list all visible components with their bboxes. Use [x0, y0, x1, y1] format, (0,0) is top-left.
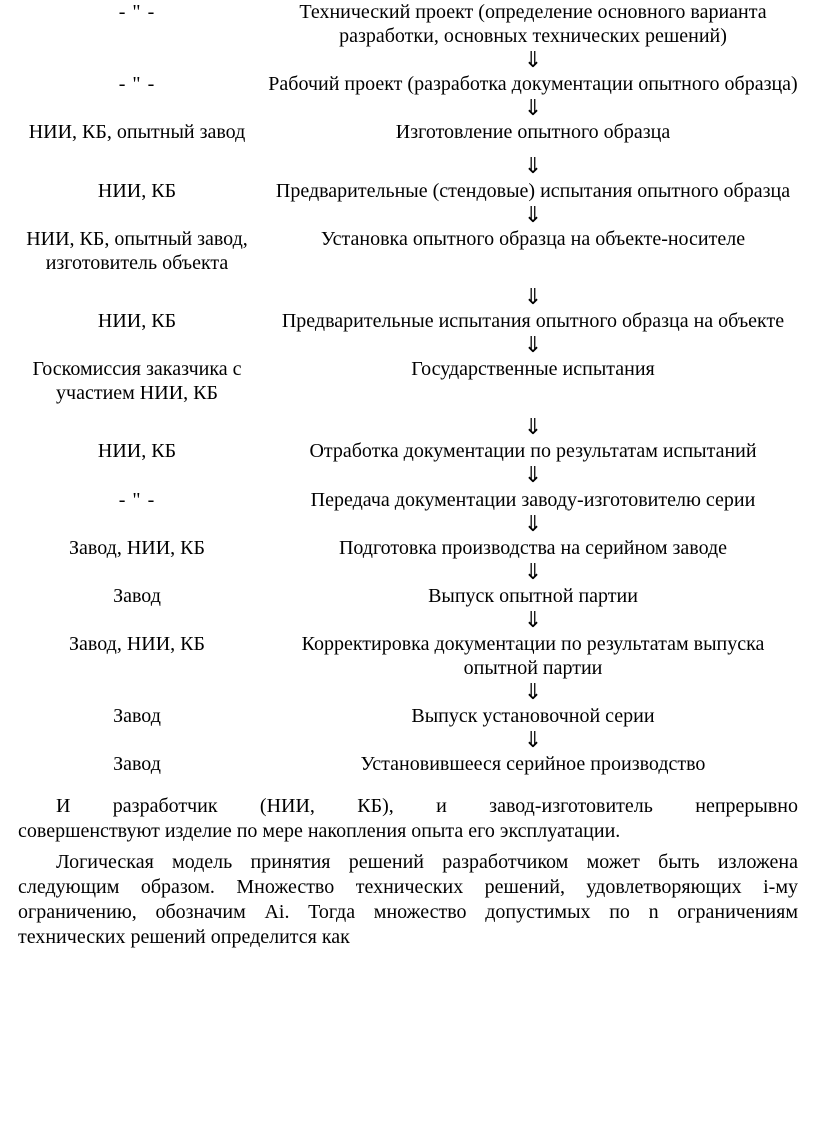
flow-row: - " - Технический проект (определение ос… — [12, 0, 804, 48]
flow-arrow-row: ⇓ — [12, 608, 804, 632]
row-left: - " - — [12, 0, 262, 24]
paragraph-1-line1: И разработчик (НИИ, КБ), и завод-изготов… — [18, 794, 798, 819]
row-left: - " - — [12, 488, 262, 512]
row-right: Государственные испытания — [262, 357, 804, 381]
row-right: Передача документации заводу-изготовител… — [262, 488, 804, 512]
row-left: НИИ, КБ, опытный завод, изготовитель объ… — [12, 227, 262, 275]
row-right: Установившееся серийное производство — [262, 752, 804, 776]
paragraph-1: И разработчик (НИИ, КБ), и завод-изготов… — [12, 794, 804, 844]
down-arrow-icon: ⇓ — [262, 154, 804, 178]
flow-arrow-row: ⇓ — [12, 463, 804, 487]
down-arrow-icon: ⇓ — [262, 560, 804, 584]
row-right: Корректировка документации по результата… — [262, 632, 804, 680]
row-left: Завод, НИИ, КБ — [12, 536, 262, 560]
flow-row: Завод, НИИ, КБ Подготовка производства н… — [12, 536, 804, 560]
down-arrow-icon: ⇓ — [262, 415, 804, 439]
down-arrow-icon: ⇓ — [262, 608, 804, 632]
flow-arrow-row: ⇓ — [12, 203, 804, 227]
down-arrow-icon: ⇓ — [262, 728, 804, 752]
flow-row: Завод Выпуск опытной партии — [12, 584, 804, 608]
row-right: Отработка документации по результатам ис… — [262, 439, 804, 463]
row-left: НИИ, КБ — [12, 309, 262, 333]
flow-arrow-row: ⇓ — [12, 728, 804, 752]
row-left: НИИ, КБ, опытный завод — [12, 120, 262, 144]
flow-row: Завод, НИИ, КБ Корректировка документаци… — [12, 632, 804, 680]
flow-row: НИИ, КБ Предварительные (стендовые) испы… — [12, 179, 804, 203]
paragraph-2: Логическая модель принятия решений разра… — [12, 850, 804, 950]
paragraph-1-rest: совершенствуют изделие по мере накоплени… — [18, 820, 620, 842]
row-left: Госкомиссия заказчика с участием НИИ, КБ — [12, 357, 262, 405]
flow-arrow-row: ⇓ — [12, 680, 804, 704]
row-left: НИИ, КБ — [12, 179, 262, 203]
row-right: Предварительные испытания опытного образ… — [262, 309, 804, 333]
flow-arrow-row: ⇓ — [12, 285, 804, 309]
flow-arrow-row: ⇓ — [12, 512, 804, 536]
down-arrow-icon: ⇓ — [262, 680, 804, 704]
flow-arrow-row: ⇓ — [12, 333, 804, 357]
row-right: Выпуск опытной партии — [262, 584, 804, 608]
flow-row: НИИ, КБ, опытный завод, изготовитель объ… — [12, 227, 804, 275]
flow-arrow-row: ⇓ — [12, 560, 804, 584]
row-right: Технический проект (определение основног… — [262, 0, 804, 48]
row-left: - " - — [12, 72, 262, 96]
row-right: Предварительные (стендовые) испытания оп… — [262, 179, 804, 203]
document-page: - " - Технический проект (определение ос… — [0, 0, 816, 970]
down-arrow-icon: ⇓ — [262, 512, 804, 536]
flow-row: НИИ, КБ, опытный завод Изготовление опыт… — [12, 120, 804, 144]
row-right: Рабочий проект (разработка документации … — [262, 72, 804, 96]
flow-row: Госкомиссия заказчика с участием НИИ, КБ… — [12, 357, 804, 405]
row-left: Завод, НИИ, КБ — [12, 632, 262, 656]
flow-row: Завод Установившееся серийное производст… — [12, 752, 804, 776]
flow-row: НИИ, КБ Отработка документации по резуль… — [12, 439, 804, 463]
flow-row: - " - Передача документации заводу-изгот… — [12, 488, 804, 512]
row-right: Изготовление опытного образца — [262, 120, 804, 144]
flow-arrow-row: ⇓ — [12, 96, 804, 120]
row-left: Завод — [12, 584, 262, 608]
down-arrow-icon: ⇓ — [262, 463, 804, 487]
flow-arrow-row: ⇓ — [12, 154, 804, 178]
down-arrow-icon: ⇓ — [262, 285, 804, 309]
flow-arrow-row: ⇓ — [12, 415, 804, 439]
row-right: Подготовка производства на серийном заво… — [262, 536, 804, 560]
row-left: Завод — [12, 704, 262, 728]
flow-row: - " - Рабочий проект (разработка докумен… — [12, 72, 804, 96]
down-arrow-icon: ⇓ — [262, 48, 804, 72]
row-left: Завод — [12, 752, 262, 776]
flow-row: Завод Выпуск установочной серии — [12, 704, 804, 728]
row-left: НИИ, КБ — [12, 439, 262, 463]
row-right: Выпуск установочной серии — [262, 704, 804, 728]
down-arrow-icon: ⇓ — [262, 203, 804, 227]
flow-arrow-row: ⇓ — [12, 48, 804, 72]
flow-row: НИИ, КБ Предварительные испытания опытно… — [12, 309, 804, 333]
row-right: Установка опытного образца на объекте-но… — [262, 227, 804, 251]
down-arrow-icon: ⇓ — [262, 333, 804, 357]
down-arrow-icon: ⇓ — [262, 96, 804, 120]
